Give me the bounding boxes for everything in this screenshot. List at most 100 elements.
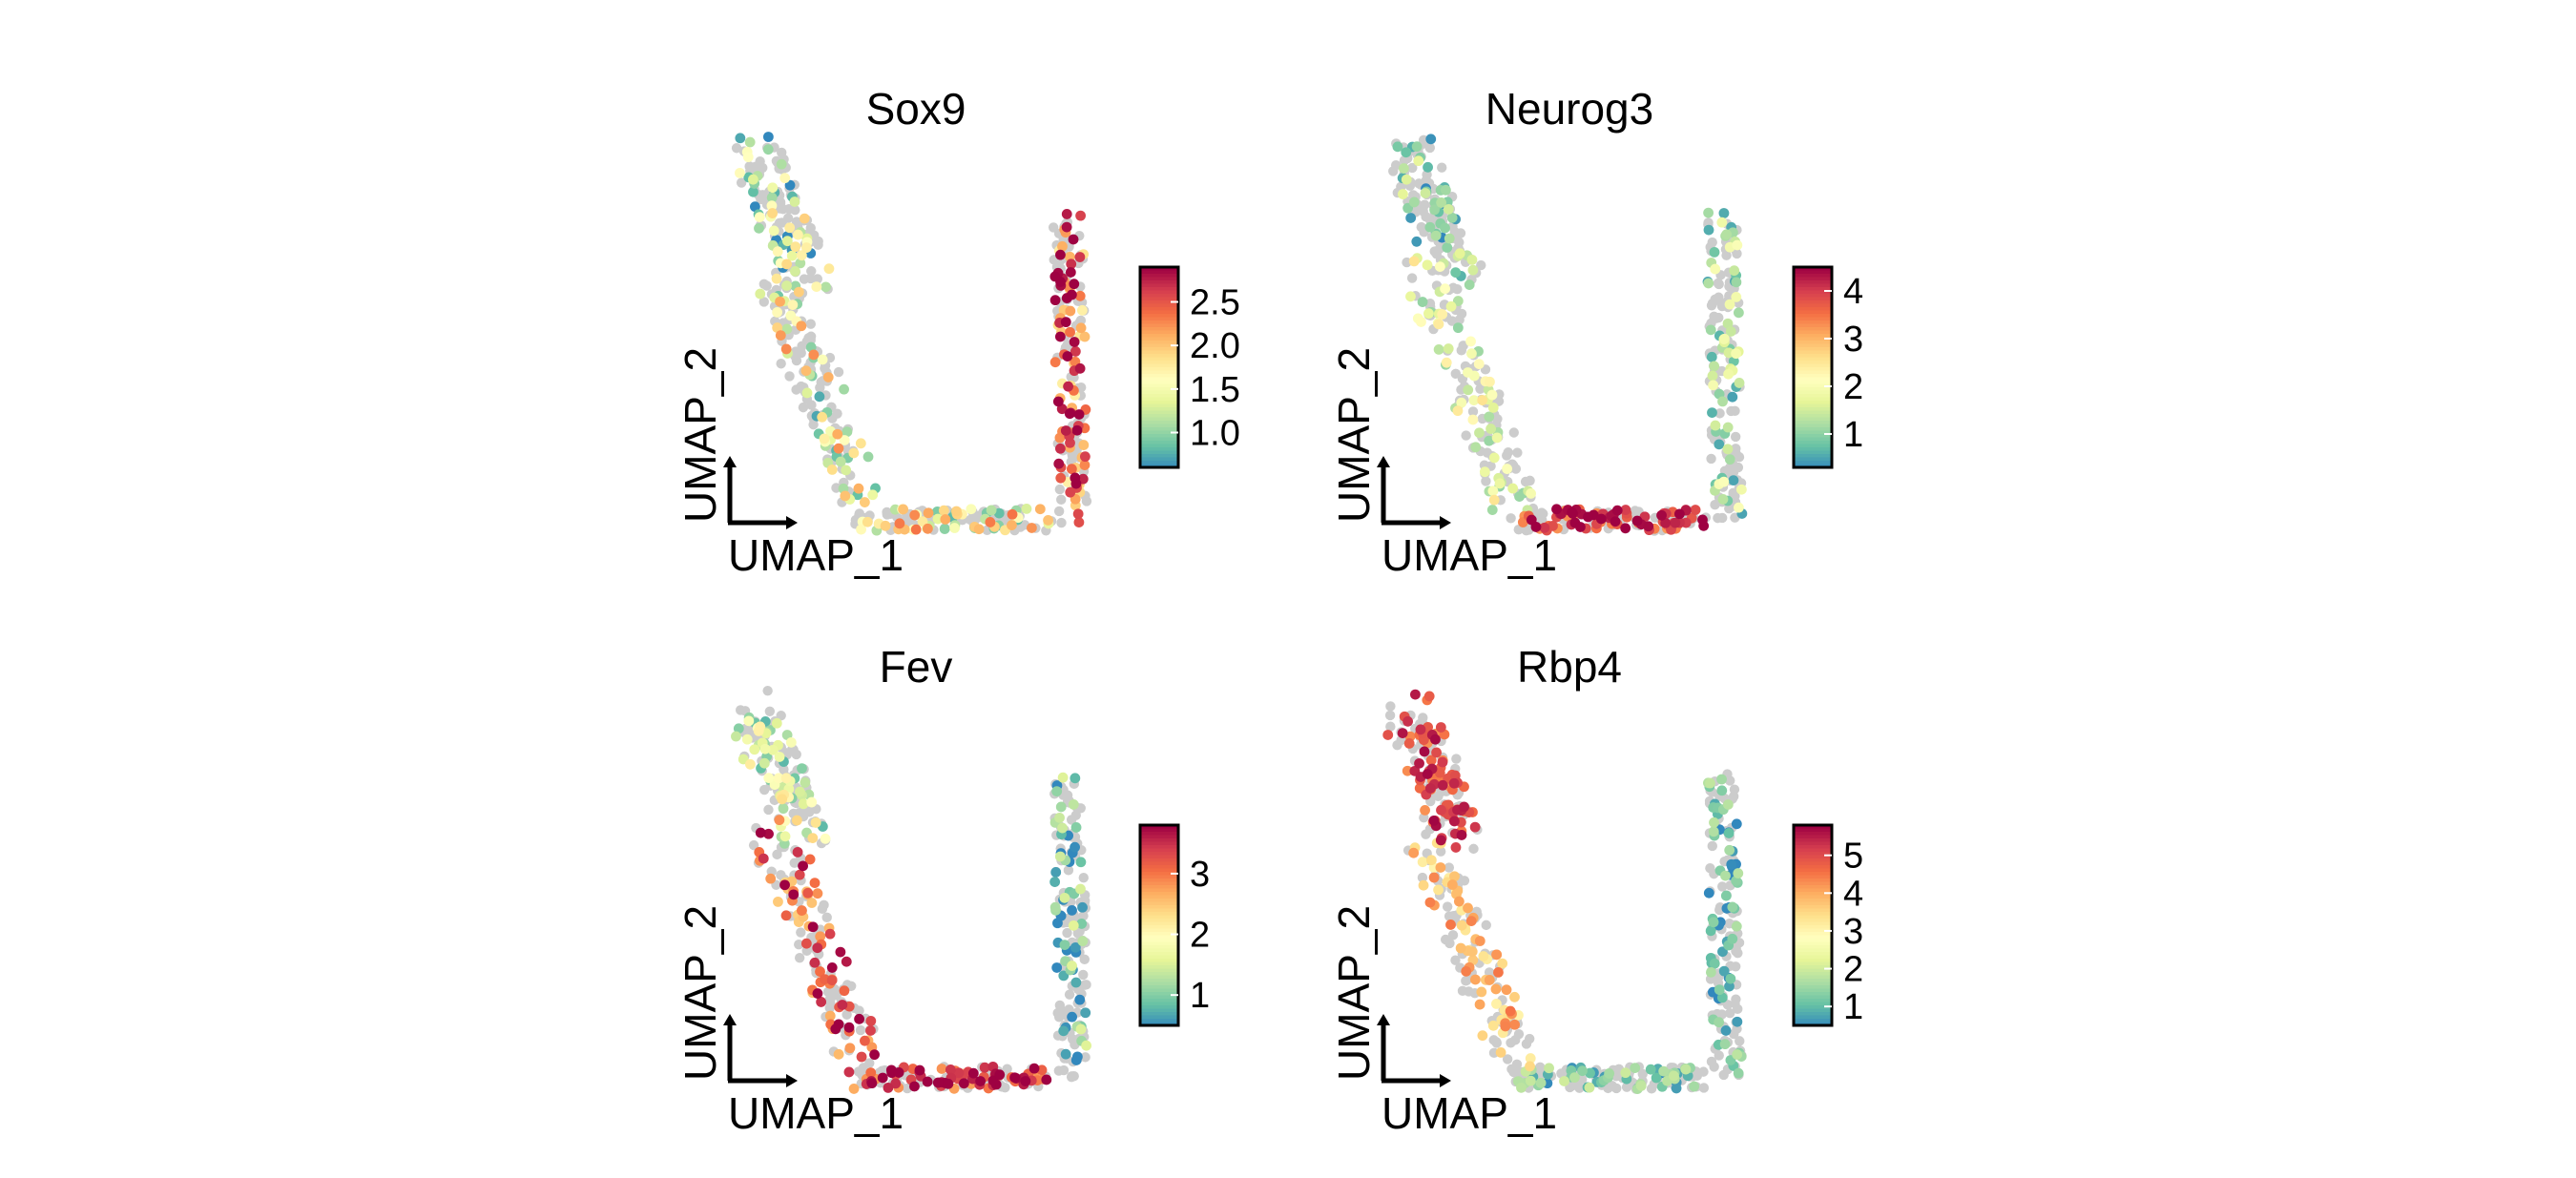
- cell-point: [1402, 765, 1413, 776]
- cell-point: [1509, 1019, 1521, 1030]
- cell-point: [793, 286, 804, 298]
- cell-point: [1568, 508, 1578, 519]
- cell-point: [855, 1024, 866, 1036]
- cell-point: [1497, 958, 1508, 969]
- cell-point: [1464, 279, 1475, 290]
- cell-point: [754, 222, 764, 234]
- cell-point: [1720, 890, 1732, 901]
- colorbar-segment: [1140, 437, 1178, 442]
- cell-point: [1055, 249, 1066, 260]
- colorbar-segment: [1794, 280, 1832, 285]
- cell-point: [1474, 999, 1485, 1010]
- cell-point: [1049, 295, 1061, 306]
- cell-point: [1539, 522, 1550, 533]
- colorbar-segment: [1140, 992, 1178, 997]
- colorbar-segment: [1140, 921, 1178, 926]
- cell-point: [893, 1067, 904, 1078]
- colorbar-segment: [1140, 341, 1178, 345]
- cell-point: [1477, 1030, 1488, 1042]
- cell-point: [1051, 962, 1063, 973]
- colorbar-segment: [1794, 314, 1832, 319]
- cell-point: [1007, 520, 1017, 530]
- cell-point: [1717, 494, 1729, 505]
- colorbar-segment: [1140, 287, 1178, 292]
- cell-point: [1420, 805, 1430, 816]
- colorbar-segment: [1794, 995, 1832, 1000]
- cell-point: [1714, 1017, 1725, 1028]
- cell-point: [1429, 204, 1440, 216]
- cell-point: [733, 723, 744, 734]
- cell-point: [1516, 1082, 1527, 1093]
- cell-point: [1643, 521, 1654, 532]
- cell-point: [1733, 462, 1744, 473]
- cell-point: [758, 190, 768, 200]
- cell-point: [841, 465, 852, 476]
- cell-point: [1713, 278, 1724, 289]
- cell-point: [785, 736, 797, 748]
- colorbar-segment: [1794, 905, 1832, 910]
- cell-point: [776, 870, 786, 880]
- cell-point: [917, 516, 928, 527]
- cell-point: [806, 796, 818, 808]
- cell-point: [1604, 1068, 1615, 1079]
- cell-point: [1698, 1083, 1710, 1093]
- cell-point: [1724, 299, 1735, 310]
- colorbar-segment: [1140, 865, 1178, 870]
- colorbar-segment: [1140, 1015, 1178, 1020]
- cell-point: [855, 438, 866, 449]
- cell-point: [1456, 830, 1467, 840]
- colorbar-segment: [1794, 955, 1832, 960]
- cell-point: [1442, 901, 1453, 912]
- cell-point: [841, 426, 853, 438]
- colorbar-segment: [1140, 835, 1178, 839]
- cell-point: [1487, 403, 1499, 413]
- cell-point: [841, 1009, 852, 1020]
- cell-point: [854, 1005, 864, 1016]
- colorbar-segment: [1140, 881, 1178, 886]
- cell-point: [1056, 517, 1067, 528]
- cell-point: [1417, 872, 1428, 883]
- colorbar-segment: [1140, 370, 1178, 375]
- cell-point: [1075, 883, 1086, 895]
- cell-point: [1433, 319, 1444, 330]
- cell-point: [1434, 767, 1445, 778]
- cell-point: [755, 288, 766, 300]
- colorbar-segment: [1140, 390, 1178, 395]
- cell-point: [1385, 701, 1396, 712]
- cell-point: [735, 705, 746, 715]
- axis-arrows: [1377, 1014, 1451, 1087]
- colorbar-segment: [1794, 303, 1832, 308]
- cell-point: [758, 297, 769, 307]
- colorbar-segment: [1140, 985, 1178, 990]
- cell-point: [794, 869, 805, 880]
- colorbar-segment: [1140, 350, 1178, 355]
- cell-point: [1057, 822, 1068, 834]
- cell-point: [1078, 873, 1089, 883]
- cell-point: [1081, 496, 1092, 506]
- colorbar-segment: [1794, 868, 1832, 873]
- colorbar-segment: [1140, 457, 1178, 462]
- y-arrowhead: [723, 456, 737, 467]
- cell-point: [953, 1067, 965, 1079]
- axis-arrows: [723, 1014, 798, 1087]
- plot-title: Neurog3: [1485, 84, 1653, 134]
- cell-point: [909, 509, 921, 521]
- cell-point: [1466, 254, 1478, 265]
- colorbar-segment: [1140, 310, 1178, 315]
- cell-point: [1502, 464, 1513, 474]
- cell-point: [764, 706, 776, 716]
- cell-point: [1470, 974, 1481, 985]
- cell-point: [922, 1076, 933, 1087]
- cell-point: [1425, 855, 1437, 866]
- colorbar-segment: [1140, 828, 1178, 833]
- cell-point: [1064, 989, 1075, 1000]
- cell-point: [1538, 508, 1548, 519]
- cell-point: [1673, 508, 1685, 520]
- cell-point: [1717, 396, 1728, 407]
- cell-point: [1486, 389, 1498, 401]
- colorbar-segment: [1794, 454, 1832, 459]
- cell-point: [1730, 431, 1741, 443]
- cell-point: [1414, 178, 1424, 189]
- colorbar-segment: [1794, 1012, 1832, 1017]
- colorbar-segment: [1794, 430, 1832, 435]
